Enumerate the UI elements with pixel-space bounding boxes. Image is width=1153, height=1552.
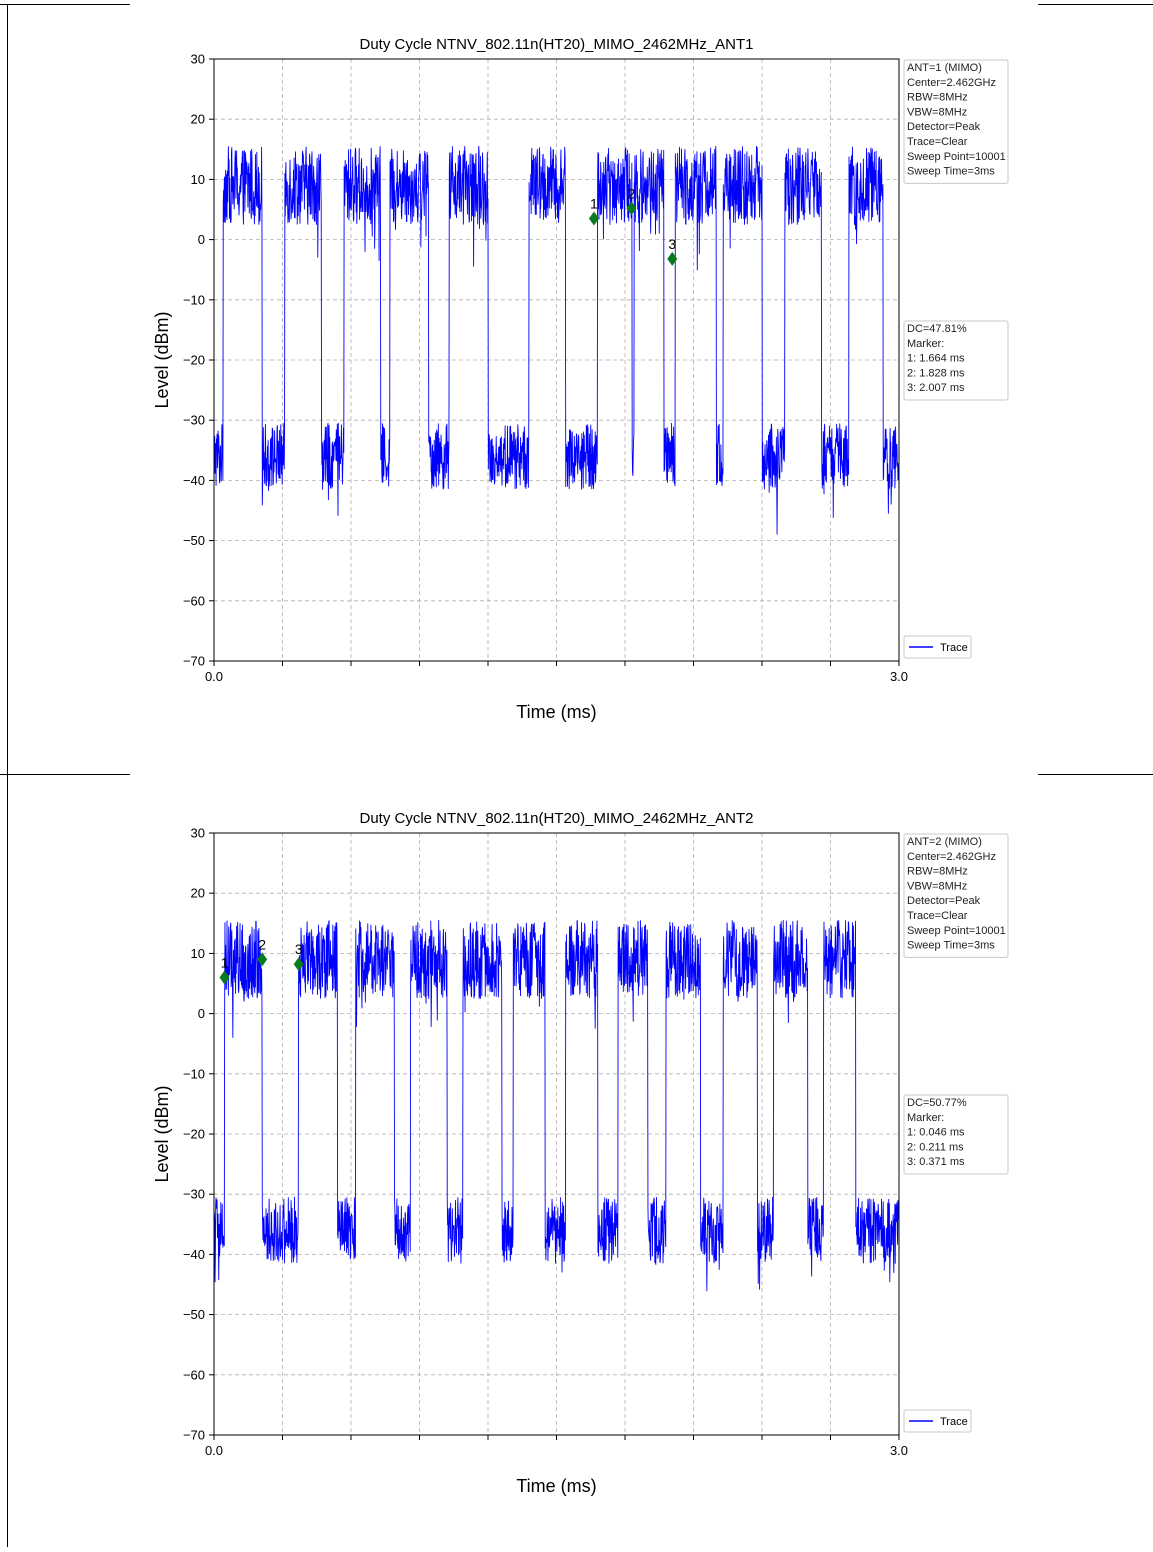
ant2-legend-label: Trace bbox=[940, 1416, 968, 1428]
ant1-y-tick-label: −40 bbox=[183, 473, 205, 488]
ant1-settings-info-line: ANT=1 (MIMO) bbox=[907, 62, 982, 74]
ant1-marker-label-2: 2 bbox=[627, 185, 635, 201]
ant2-settings-info-line: ANT=2 (MIMO) bbox=[907, 836, 982, 848]
frame-middle-right-rule bbox=[1038, 774, 1153, 775]
ant2-settings-info-line: RBW=8MHz bbox=[907, 866, 968, 878]
ant1-dc-marker-info-line: 2: 1.828 ms bbox=[907, 367, 965, 379]
chart-panel-ant1: Duty Cycle NTNV_802.11n(HT20)_MIMO_2462M… bbox=[0, 0, 1153, 774]
ant2-y-tick-label: −40 bbox=[183, 1247, 205, 1262]
ant2-settings-info-line: Sweep Point=10001 bbox=[907, 925, 1006, 937]
ant1-settings-info-line: VBW=8MHz bbox=[907, 106, 967, 118]
ant1-y-tick-label: −50 bbox=[183, 533, 205, 548]
ant1-y-tick-label: −20 bbox=[183, 353, 205, 368]
ant1-x-axis-title: Time (ms) bbox=[516, 702, 596, 722]
ant1-marker-2 bbox=[626, 201, 637, 216]
ant2-y-axis-title: Level (dBm) bbox=[152, 1085, 172, 1182]
ant2-y-tick-label: 30 bbox=[191, 826, 205, 841]
ant1-chart-title: Duty Cycle NTNV_802.11n(HT20)_MIMO_2462M… bbox=[359, 36, 753, 53]
ant1-settings-info-line: Sweep Time=3ms bbox=[907, 166, 995, 178]
ant2-dc-marker-info-line: 3: 0.371 ms bbox=[907, 1156, 965, 1168]
ant1-marker-label-1: 1 bbox=[590, 196, 598, 212]
ant1-legend-label: Trace bbox=[940, 642, 968, 654]
ant2-dc-marker-info-box bbox=[903, 1094, 1009, 1175]
ant2-marker-label-1: 1 bbox=[221, 954, 229, 970]
ant1-y-tick-label: −30 bbox=[183, 413, 205, 428]
ant2-x-axis-title: Time (ms) bbox=[516, 1476, 596, 1496]
frame-top-right-rule bbox=[1038, 4, 1153, 5]
ant2-y-tick-label: −10 bbox=[183, 1066, 205, 1081]
ant2-y-tick-label: −30 bbox=[183, 1187, 205, 1202]
ant1-y-tick-label: −70 bbox=[183, 654, 205, 669]
ant2-settings-info-line: Center=2.462GHz bbox=[907, 851, 996, 863]
ant1-settings-info-line: RBW=8MHz bbox=[907, 92, 968, 104]
ant1-marker-1 bbox=[588, 211, 599, 226]
ant1-y-tick-label: −60 bbox=[183, 593, 205, 608]
frame-middle-left-rule bbox=[0, 774, 130, 775]
ant1-y-tick-label: −10 bbox=[183, 292, 205, 307]
ant2-settings-info-line: Trace=Clear bbox=[907, 910, 968, 922]
ant1-y-tick-label: 0 bbox=[198, 232, 205, 247]
ant2-y-tick-label: −50 bbox=[183, 1307, 205, 1322]
ant2-marker-1 bbox=[219, 970, 230, 985]
chart-panel-ant2: Duty Cycle NTNV_802.11n(HT20)_MIMO_2462M… bbox=[0, 774, 1153, 1547]
ant1-marker-3 bbox=[667, 251, 678, 266]
ant1-y-tick-label: 30 bbox=[191, 52, 205, 67]
ant2-chart-title: Duty Cycle NTNV_802.11n(HT20)_MIMO_2462M… bbox=[359, 810, 753, 827]
ant2-dc-marker-info-line: Marker: bbox=[907, 1112, 944, 1124]
ant2-y-tick-label: −70 bbox=[183, 1428, 205, 1443]
ant2-marker-2 bbox=[257, 952, 268, 967]
ant2-legend-box bbox=[903, 1409, 972, 1433]
ant2-trace-series bbox=[213, 919, 900, 1292]
ant2-x-tick-label-start: 0.0 bbox=[205, 1443, 223, 1458]
ant1-y-tick-label: 10 bbox=[191, 172, 205, 187]
ant1-settings-info-box bbox=[903, 59, 1009, 184]
ant1-x-tick-label-start: 0.0 bbox=[205, 669, 223, 684]
ant2-dc-marker-info-line: DC=50.77% bbox=[907, 1097, 967, 1109]
ant2-settings-info-line: Detector=Peak bbox=[907, 895, 981, 907]
ant2-dc-marker-info-line: 2: 0.211 ms bbox=[907, 1141, 964, 1153]
ant2-dc-marker-info-line: 1: 0.046 ms bbox=[907, 1127, 965, 1139]
ant1-y-tick-label: 20 bbox=[191, 112, 205, 127]
ant2-marker-3 bbox=[293, 957, 304, 972]
ant1-dc-marker-info-line: DC=47.81% bbox=[907, 323, 967, 335]
ant2-marker-label-2: 2 bbox=[258, 936, 266, 952]
ant1-dc-marker-info-line: 1: 1.664 ms bbox=[907, 353, 965, 365]
ant2-y-tick-label: 10 bbox=[191, 946, 205, 961]
ant1-settings-info-line: Trace=Clear bbox=[907, 136, 968, 148]
ant1-trace-series bbox=[213, 145, 900, 535]
ant2-y-tick-label: −60 bbox=[183, 1367, 205, 1382]
ant1-settings-info-line: Sweep Point=10001 bbox=[907, 151, 1006, 163]
duty-cycle-chart-ant1: Duty Cycle NTNV_802.11n(HT20)_MIMO_2462M… bbox=[152, 36, 1009, 722]
ant2-marker-label-3: 3 bbox=[295, 941, 303, 957]
ant1-x-tick-label-end: 3.0 bbox=[890, 669, 908, 684]
frame-top-left-rule bbox=[0, 4, 130, 5]
ant2-settings-info-box bbox=[903, 833, 1009, 958]
ant2-y-tick-label: 20 bbox=[191, 886, 205, 901]
ant2-y-tick-label: −20 bbox=[183, 1127, 205, 1142]
ant1-legend-box bbox=[903, 635, 972, 659]
ant1-settings-info-line: Detector=Peak bbox=[907, 121, 981, 133]
frame-left-border bbox=[7, 4, 8, 1547]
ant2-settings-info-line: Sweep Time=3ms bbox=[907, 940, 995, 952]
ant1-marker-label-3: 3 bbox=[668, 236, 676, 252]
ant1-dc-marker-info-line: Marker: bbox=[907, 338, 944, 350]
ant1-settings-info-line: Center=2.462GHz bbox=[907, 77, 996, 89]
ant1-dc-marker-info-box bbox=[903, 320, 1009, 401]
duty-cycle-chart-ant2: Duty Cycle NTNV_802.11n(HT20)_MIMO_2462M… bbox=[152, 810, 1009, 1496]
ant2-y-tick-label: 0 bbox=[198, 1006, 205, 1021]
ant1-y-axis-title: Level (dBm) bbox=[152, 311, 172, 408]
ant1-dc-marker-info-line: 3: 2.007 ms bbox=[907, 382, 965, 394]
ant2-x-tick-label-end: 3.0 bbox=[890, 1443, 908, 1458]
ant2-settings-info-line: VBW=8MHz bbox=[907, 880, 967, 892]
